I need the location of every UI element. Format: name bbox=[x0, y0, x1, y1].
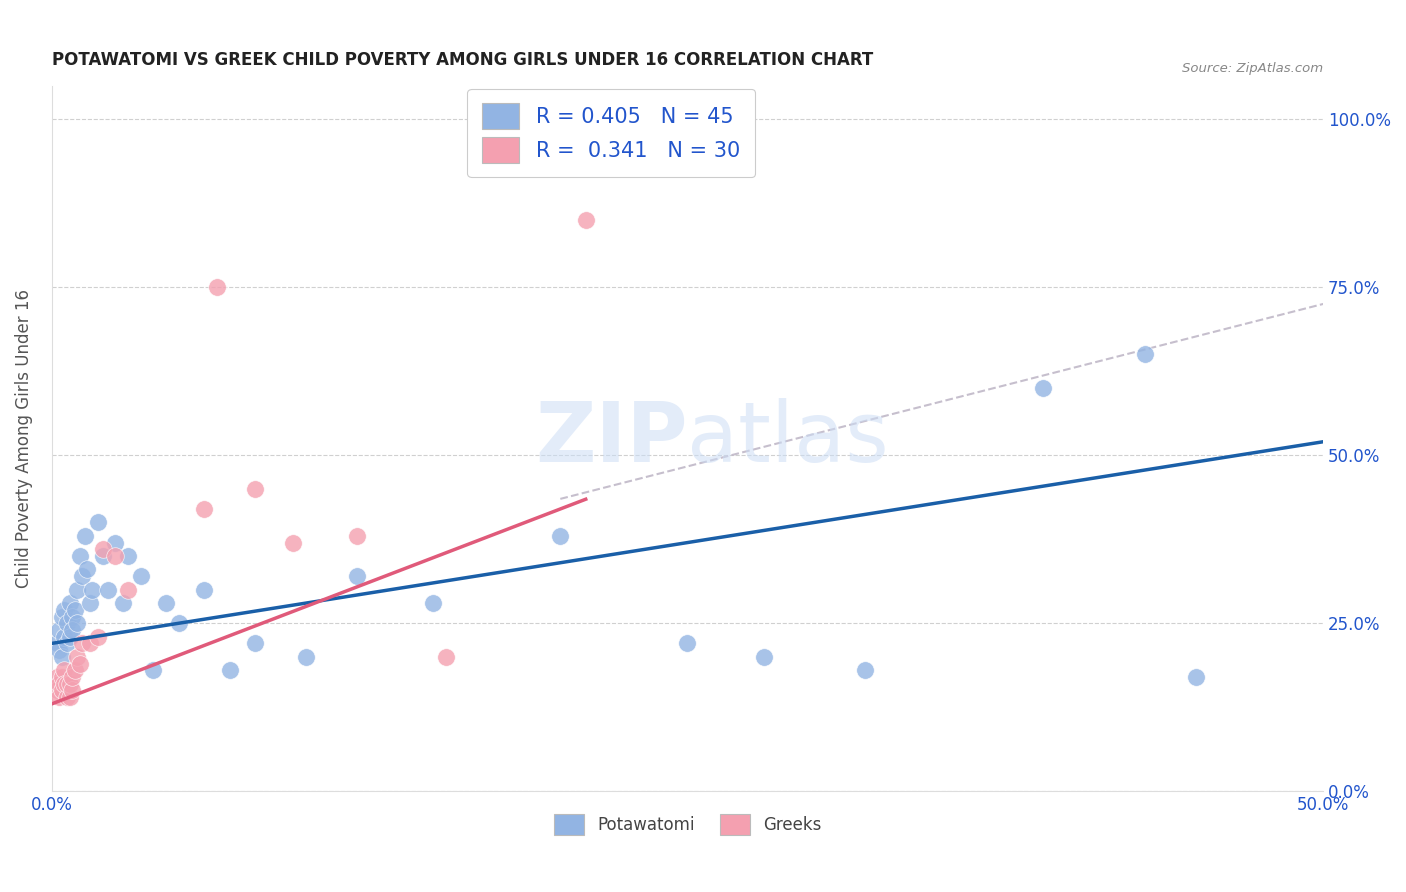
Point bbox=[79, 636, 101, 650]
Point bbox=[53, 630, 76, 644]
Point bbox=[111, 596, 134, 610]
Legend: Potawatomi, Greeks: Potawatomi, Greeks bbox=[546, 806, 830, 843]
Point bbox=[283, 535, 305, 549]
Point bbox=[91, 542, 114, 557]
Point bbox=[752, 649, 775, 664]
Point bbox=[1032, 381, 1054, 395]
Text: Source: ZipAtlas.com: Source: ZipAtlas.com bbox=[1182, 62, 1323, 75]
Point bbox=[82, 582, 104, 597]
Point bbox=[142, 663, 165, 677]
Point bbox=[58, 690, 80, 705]
Point bbox=[58, 596, 80, 610]
Point bbox=[243, 482, 266, 496]
Point bbox=[56, 677, 79, 691]
Point bbox=[205, 280, 228, 294]
Text: POTAWATOMI VS GREEK CHILD POVERTY AMONG GIRLS UNDER 16 CORRELATION CHART: POTAWATOMI VS GREEK CHILD POVERTY AMONG … bbox=[52, 51, 873, 69]
Point bbox=[51, 683, 73, 698]
Point bbox=[193, 502, 215, 516]
Point bbox=[86, 630, 108, 644]
Point bbox=[575, 213, 598, 227]
Point bbox=[48, 690, 70, 705]
Point bbox=[66, 582, 89, 597]
Point bbox=[45, 636, 67, 650]
Text: ZIP: ZIP bbox=[534, 398, 688, 479]
Point bbox=[58, 630, 80, 644]
Point bbox=[53, 663, 76, 677]
Point bbox=[56, 636, 79, 650]
Point bbox=[676, 636, 699, 650]
Point bbox=[63, 663, 86, 677]
Point bbox=[129, 569, 152, 583]
Point bbox=[56, 616, 79, 631]
Point bbox=[1133, 347, 1156, 361]
Point bbox=[53, 677, 76, 691]
Point bbox=[48, 677, 70, 691]
Point bbox=[434, 649, 457, 664]
Point bbox=[60, 623, 83, 637]
Point bbox=[117, 582, 139, 597]
Point bbox=[56, 690, 79, 705]
Point bbox=[193, 582, 215, 597]
Point bbox=[63, 603, 86, 617]
Point bbox=[60, 683, 83, 698]
Point bbox=[117, 549, 139, 563]
Point bbox=[550, 529, 572, 543]
Point bbox=[104, 535, 127, 549]
Point bbox=[69, 549, 91, 563]
Y-axis label: Child Poverty Among Girls Under 16: Child Poverty Among Girls Under 16 bbox=[15, 289, 32, 588]
Point bbox=[76, 562, 98, 576]
Point bbox=[167, 616, 190, 631]
Point bbox=[97, 582, 120, 597]
Point bbox=[66, 616, 89, 631]
Point bbox=[243, 636, 266, 650]
Point bbox=[58, 677, 80, 691]
Point bbox=[72, 636, 94, 650]
Point bbox=[45, 670, 67, 684]
Point bbox=[346, 569, 368, 583]
Point bbox=[73, 529, 96, 543]
Point bbox=[51, 609, 73, 624]
Point bbox=[855, 663, 877, 677]
Point bbox=[295, 649, 318, 664]
Point bbox=[346, 529, 368, 543]
Point bbox=[51, 649, 73, 664]
Point bbox=[69, 657, 91, 671]
Point bbox=[48, 623, 70, 637]
Point bbox=[45, 683, 67, 698]
Point bbox=[155, 596, 177, 610]
Point bbox=[72, 569, 94, 583]
Point bbox=[53, 603, 76, 617]
Point bbox=[51, 670, 73, 684]
Point bbox=[48, 643, 70, 657]
Point bbox=[79, 596, 101, 610]
Point bbox=[218, 663, 240, 677]
Point bbox=[66, 649, 89, 664]
Point bbox=[422, 596, 444, 610]
Point bbox=[86, 516, 108, 530]
Text: atlas: atlas bbox=[688, 398, 889, 479]
Point bbox=[104, 549, 127, 563]
Point bbox=[1185, 670, 1208, 684]
Point bbox=[60, 609, 83, 624]
Point bbox=[60, 670, 83, 684]
Point bbox=[91, 549, 114, 563]
